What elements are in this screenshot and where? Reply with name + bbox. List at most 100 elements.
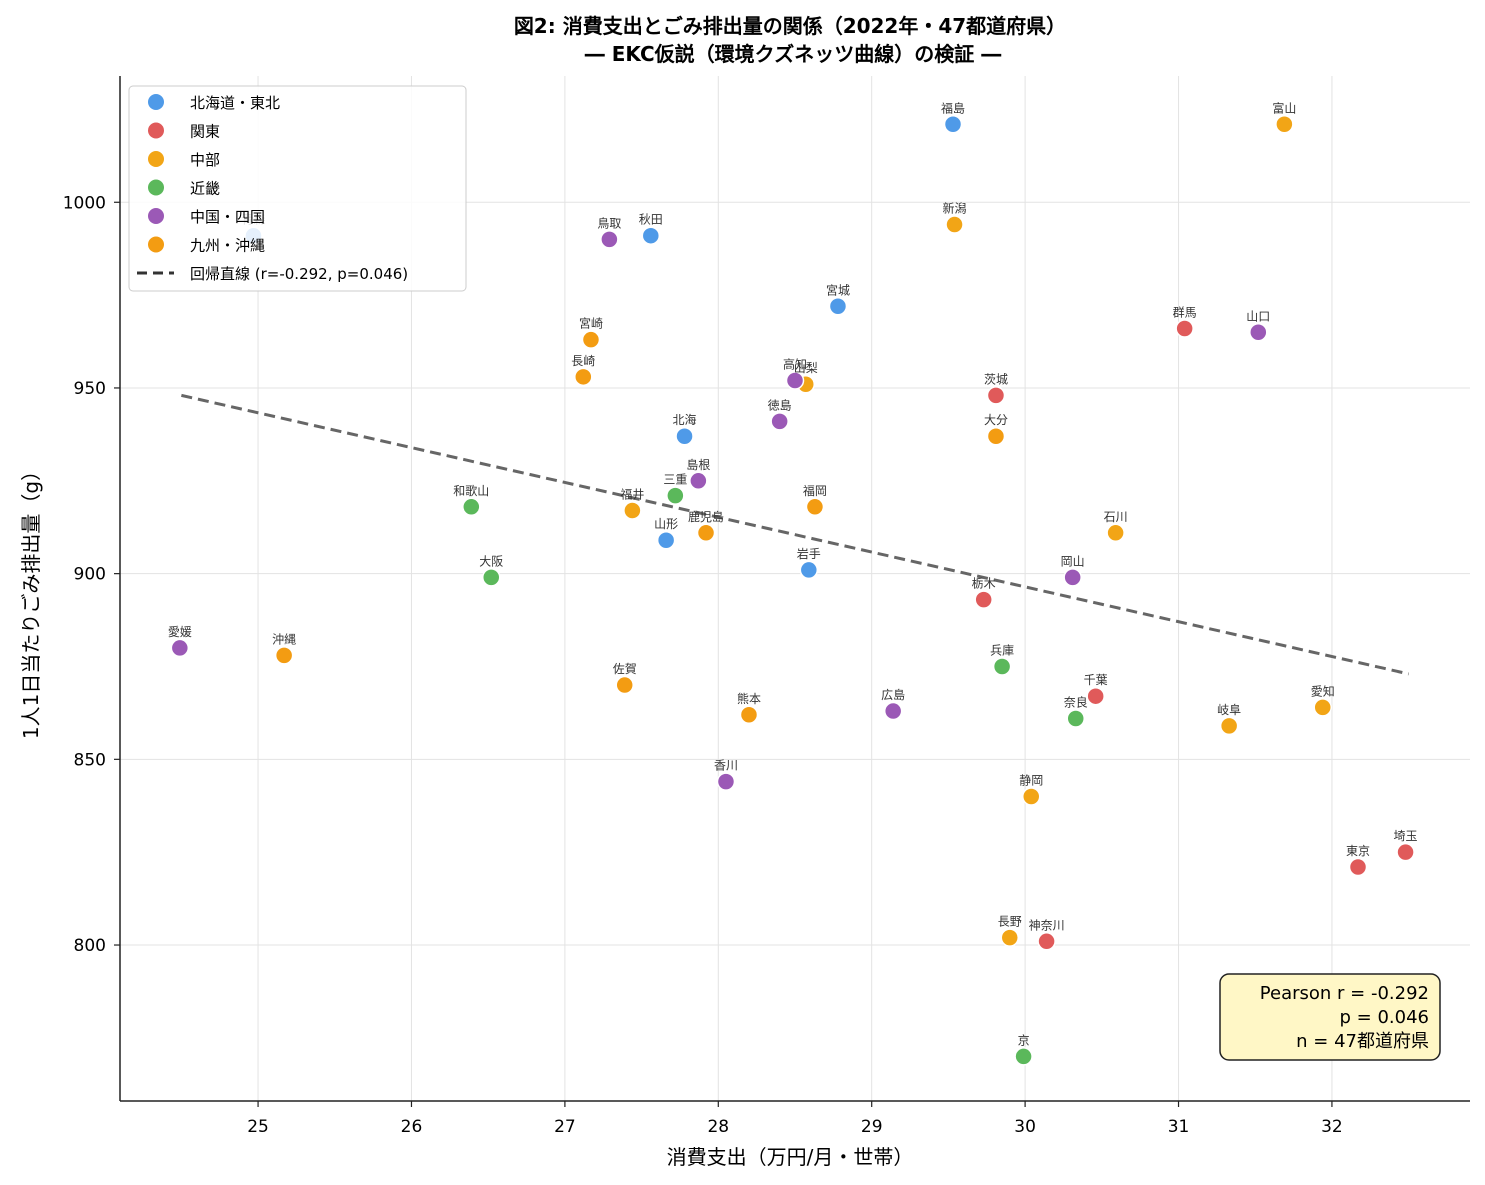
- point-label: 徳島: [768, 397, 792, 412]
- point-label: 山形: [654, 517, 678, 531]
- legend-marker: [148, 94, 164, 110]
- data-point: [986, 386, 1006, 405]
- point-label: 福岡: [803, 483, 827, 498]
- point-label: 広島: [881, 687, 905, 702]
- point-label: 長崎: [571, 354, 595, 368]
- point-label: 山梨: [794, 361, 818, 375]
- legend-label: 回帰直線 (r=-0.292, p=0.046): [190, 265, 408, 283]
- data-point: [828, 297, 848, 316]
- point-label: 岩手: [797, 546, 821, 561]
- data-point: [1066, 709, 1085, 728]
- point-label: 島根: [686, 457, 710, 472]
- data-point: [943, 115, 963, 134]
- point-label: 長野: [998, 915, 1022, 929]
- point-label: 東京: [1346, 844, 1370, 858]
- point-label: 兵庫: [990, 643, 1014, 657]
- point-label: 神奈川: [1029, 918, 1065, 932]
- legend-label: 近畿: [190, 180, 220, 198]
- legend-marker: [148, 122, 164, 139]
- data-point: [974, 590, 993, 609]
- chart-title: 図2: 消費支出とごみ排出量の関係（2022年・47都道府県）: [514, 14, 1066, 38]
- point-labels: 北海福島秋田宮城山形岩手青森群馬茨城栃木千葉東京埼玉神奈川富山新潟山梨福井石川愛…: [168, 100, 1418, 1047]
- point-label: 茨城: [984, 372, 1008, 386]
- point-label: 鳥取: [597, 215, 621, 230]
- data-point: [666, 486, 685, 505]
- data-point: [1014, 1047, 1033, 1066]
- point-label: 宮崎: [579, 316, 603, 331]
- data-point: [689, 471, 708, 491]
- point-label: 愛媛: [168, 625, 192, 639]
- point-label: 大阪: [479, 554, 503, 568]
- y-ticks: 800 850 900 950 1000: [63, 193, 120, 956]
- data-point: [574, 367, 593, 387]
- point-label: 佐賀: [613, 662, 637, 676]
- point-label: 栃木: [972, 577, 996, 591]
- data-point: [785, 371, 805, 390]
- stats-n: n = 47都道府県: [1296, 1031, 1429, 1052]
- point-label: 愛知: [1311, 684, 1335, 698]
- x-ticks: 25 26 27 28 29 30 31 32: [247, 1101, 1343, 1137]
- point-label: 北海: [673, 412, 697, 427]
- data-point: [805, 497, 825, 517]
- data-point: [482, 568, 501, 587]
- legend-label: 中国・四国: [190, 208, 265, 226]
- data-point: [799, 560, 819, 580]
- data-point: [1086, 686, 1105, 706]
- stats-pearson: Pearson r = -0.292: [1260, 983, 1429, 1004]
- legend-marker: [148, 208, 164, 224]
- legend-label: 九州・沖縄: [190, 237, 265, 255]
- data-point: [623, 501, 642, 520]
- data-point: [1275, 115, 1294, 134]
- point-label: 和歌山: [453, 483, 489, 498]
- data-point: [675, 426, 694, 446]
- point-label: 高知: [783, 357, 807, 372]
- data-point: [1175, 319, 1194, 338]
- data-point: [581, 330, 601, 349]
- legend-marker: [148, 179, 164, 196]
- axes: [119, 76, 1470, 1102]
- data-point: [656, 530, 676, 550]
- data-point: [1106, 523, 1125, 543]
- y-tick-label: 950: [74, 379, 106, 399]
- point-label: 秋田: [639, 213, 663, 227]
- point-label: 熊本: [737, 691, 761, 706]
- x-tick-label: 26: [401, 1117, 423, 1137]
- point-label: 鹿児島: [688, 509, 724, 524]
- point-label: 埼玉: [1394, 829, 1418, 843]
- data-point: [992, 657, 1012, 676]
- chart-subtitle: ― EKC仮説（環境クズネッツ曲線）の検証 ―: [585, 42, 1001, 66]
- stats-p-value: p = 0.046: [1340, 1007, 1429, 1028]
- y-tick-label: 900: [74, 565, 106, 585]
- point-label: 静岡: [1019, 773, 1043, 787]
- point-label: 新潟: [943, 201, 967, 216]
- stats-box-frame: [1219, 973, 1441, 1061]
- data-point: [696, 523, 716, 543]
- data-point: [945, 215, 964, 234]
- point-label: 福島: [941, 100, 965, 115]
- legend-marker: [148, 236, 164, 253]
- x-tick-label: 31: [1168, 1117, 1190, 1137]
- data-point: [641, 226, 661, 245]
- legend-label: 北海道・東北: [190, 94, 280, 112]
- legend-label: 中部: [190, 151, 220, 169]
- data-point: [770, 412, 789, 431]
- x-tick-label: 25: [247, 1117, 269, 1137]
- point-label: 京: [1018, 1033, 1030, 1047]
- x-tick-label: 27: [554, 1117, 576, 1137]
- x-tick-label: 29: [861, 1117, 883, 1137]
- point-label: 岐阜: [1217, 703, 1241, 717]
- legend-frame: [128, 85, 467, 292]
- data-point: [1022, 787, 1041, 806]
- legend-marker: [148, 151, 164, 167]
- data-point: [716, 772, 736, 791]
- y-tick-label: 850: [74, 750, 106, 770]
- data-point: [739, 705, 759, 725]
- point-label: 大分: [984, 413, 1008, 427]
- data-point: [1313, 698, 1332, 717]
- data-point: [615, 675, 634, 695]
- x-tick-label: 32: [1321, 1117, 1343, 1137]
- data-point: [883, 701, 903, 721]
